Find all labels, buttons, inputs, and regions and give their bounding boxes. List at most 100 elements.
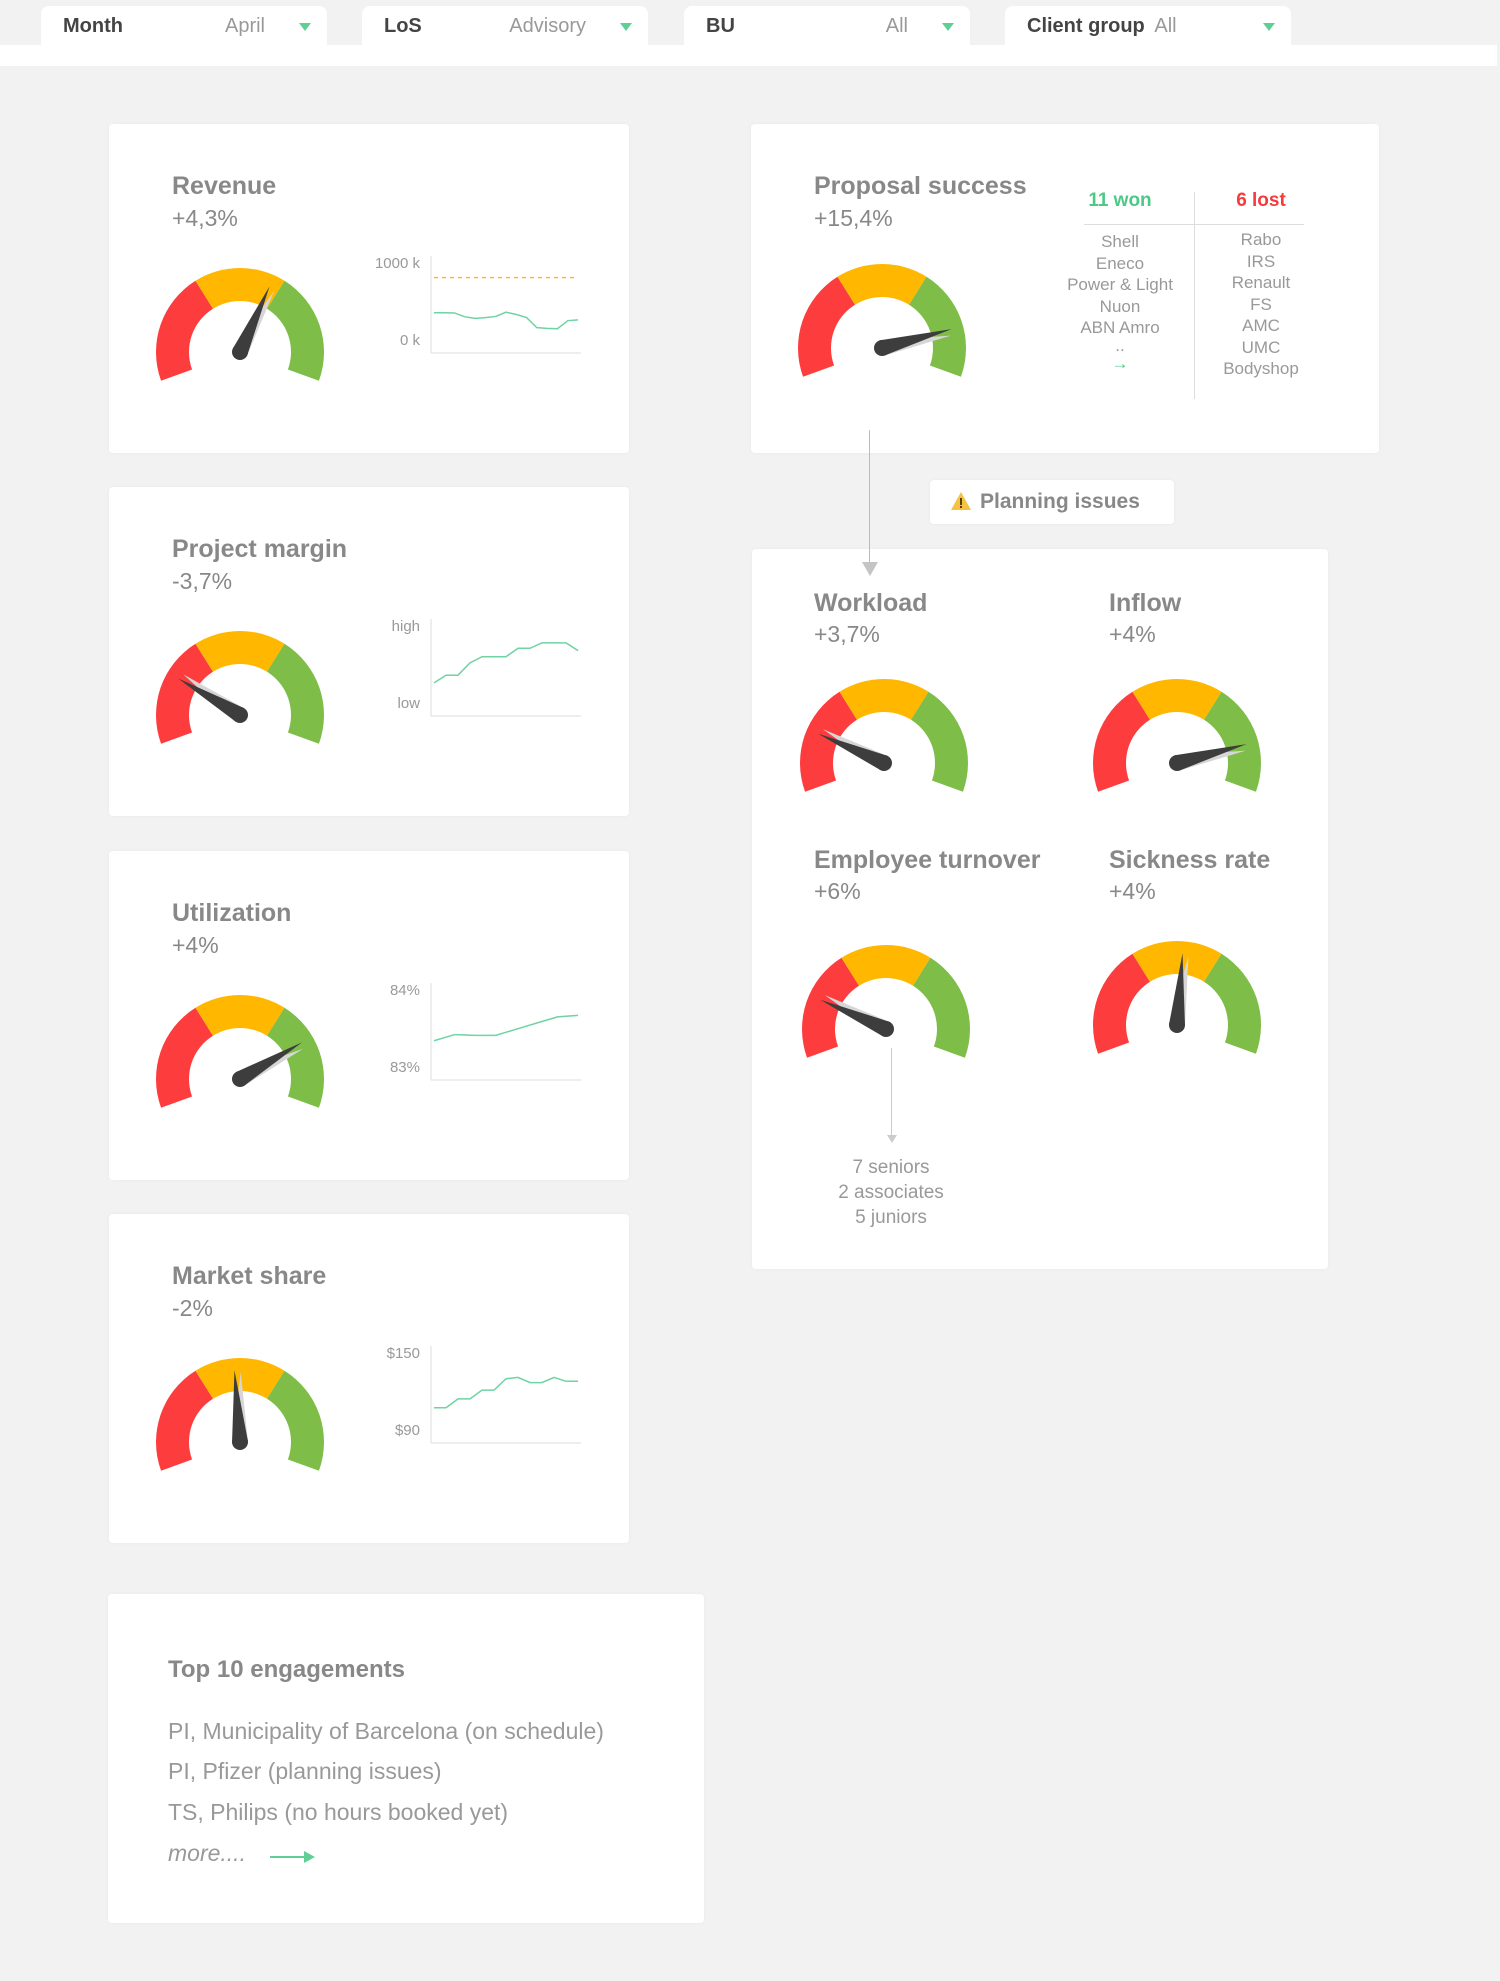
gauge-segment-green (1204, 953, 1261, 1054)
gauge-segment-yellow (1132, 941, 1222, 982)
workload-title: Workload (814, 589, 928, 617)
engagements-title: Top 10 engagements (168, 1656, 405, 1683)
sparkline-chart (430, 983, 581, 1081)
needle-hub (1169, 755, 1185, 771)
filter-client-group[interactable]: Client group All (1005, 6, 1291, 46)
gauge-segment-yellow (195, 631, 285, 672)
y-tick-label: 83% (389, 1059, 420, 1076)
proposal-gauge (798, 264, 966, 377)
turnover-title: Employee turnover (814, 846, 1041, 874)
engagements-card: Top 10 engagements PI, Municipality of B… (108, 1594, 704, 1923)
gauge-segment-red (156, 1007, 213, 1108)
detail-line: 2 associates (838, 1182, 944, 1203)
filter-los[interactable]: LoS Advisory (362, 6, 648, 46)
inflow-gauge[interactable] (1077, 663, 1277, 793)
gauge-segment-red (156, 280, 213, 381)
won-client: Power & Light (1067, 275, 1173, 294)
won-count: 11 won (1088, 190, 1152, 211)
gauge-segment-yellow (837, 264, 927, 305)
lost-client: Bodyshop (1223, 359, 1299, 378)
filter-value: All (885, 15, 908, 37)
gauge-needle (879, 329, 952, 356)
turnover-value: +6% (814, 878, 861, 904)
filter-bar (0, 45, 1497, 66)
card-value: +4,3% (172, 205, 238, 231)
gauge-needle (1174, 744, 1247, 771)
sickness-title: Sickness rate (1109, 846, 1271, 874)
kpi-card-revenue[interactable]: Revenue +4,3% 1000 k 0 k (109, 124, 629, 453)
engagement-item[interactable]: TS, Philips (no hours booked yet) (168, 1799, 509, 1825)
filter-value: All (1154, 15, 1177, 37)
y-tick-label: 0 k (399, 332, 420, 349)
gauge-segment-green (267, 1370, 324, 1471)
kpi-gauge (156, 268, 324, 381)
gauge-needle (235, 1042, 302, 1086)
y-tick-label: 84% (389, 982, 420, 999)
filter-value: April (224, 15, 265, 37)
proposal-card[interactable]: Proposal success +15,4% 11 won 6 lost Sh… (751, 124, 1379, 453)
kpi-gauge (156, 995, 324, 1108)
gauge-segment-green (267, 1007, 324, 1108)
needle-hub (232, 707, 248, 723)
warning-icon (951, 492, 971, 510)
series-line (434, 1376, 578, 1409)
kpi-card-utilization[interactable]: Utilization +4% 84% 83% (109, 851, 629, 1180)
series-line (434, 311, 579, 330)
card-value: +4% (172, 932, 219, 958)
needle-hub (232, 1434, 248, 1450)
sickness-gauge[interactable] (1077, 925, 1277, 1055)
won-client: ABN Amro (1080, 318, 1160, 337)
connector-line (869, 430, 870, 562)
lost-client: UMC (1241, 337, 1281, 357)
won-client: Shell (1101, 232, 1139, 251)
planning-issues-label: Planning issues (980, 490, 1140, 513)
filter-bu[interactable]: BU All (684, 6, 970, 46)
y-tick-label: 1000 k (374, 255, 420, 272)
card-title: Revenue (172, 172, 277, 200)
sickness-value: +4% (1109, 878, 1156, 904)
gauge-segment-yellow (195, 995, 285, 1036)
detail-connector (891, 1048, 892, 1136)
divider (1194, 192, 1195, 399)
gauge-segment-red (802, 957, 859, 1058)
detail-line: 7 seniors (852, 1157, 930, 1178)
sparkline-chart (430, 619, 581, 717)
arrow-right-icon[interactable]: → (1111, 353, 1129, 373)
engagement-item[interactable]: PI, Pfizer (planning issues) (168, 1758, 442, 1784)
arrow-right-icon[interactable] (270, 1850, 316, 1864)
y-tick-label: $90 (394, 1422, 420, 1439)
gauge-segment-yellow (839, 679, 929, 720)
card-title: Market share (172, 1262, 327, 1290)
gauge-needle (232, 286, 270, 356)
gauge-segment-yellow (841, 945, 931, 986)
gauge-segment-green (1204, 691, 1261, 792)
turnover-detail: 7 seniors 2 associates 5 juniors (801, 1155, 981, 1230)
caret-down-icon (620, 23, 632, 31)
series-line (433, 642, 579, 684)
turnover-gauge[interactable] (786, 929, 986, 1059)
gauge-segment-red (1093, 691, 1150, 792)
gauge-segment-red (800, 691, 857, 792)
y-tick-label: $150 (386, 1345, 420, 1362)
inflow-title: Inflow (1109, 589, 1182, 617)
engagement-item[interactable]: PI, Municipality of Barcelona (on schedu… (168, 1718, 604, 1744)
needle-hub (232, 1071, 248, 1087)
filter-value: Advisory (509, 15, 586, 37)
lost-count: 6 lost (1236, 190, 1286, 211)
filter-month[interactable]: Month April (41, 6, 327, 46)
more-link[interactable]: more.... (168, 1840, 246, 1866)
series-line (433, 1014, 579, 1042)
gauge-segment-yellow (195, 268, 285, 309)
card-title: Project margin (172, 535, 348, 563)
caret-down-icon (1263, 23, 1275, 31)
filter-label: Month (63, 15, 123, 37)
caret-down-icon (299, 23, 311, 31)
detail-line: 5 juniors (855, 1207, 927, 1228)
filter-label: LoS (384, 15, 422, 37)
needle-hub (876, 755, 892, 771)
lost-list: Rabo IRS Renault FS AMC UMC Bodyshop (1171, 229, 1351, 380)
workload-gauge[interactable] (784, 663, 984, 793)
planning-issues-badge[interactable]: Planning issues (930, 480, 1174, 524)
kpi-card-market-share[interactable]: Market share -2% $150 $90 (109, 1214, 629, 1543)
kpi-card-project-margin[interactable]: Project margin -3,7% high low (109, 487, 629, 816)
